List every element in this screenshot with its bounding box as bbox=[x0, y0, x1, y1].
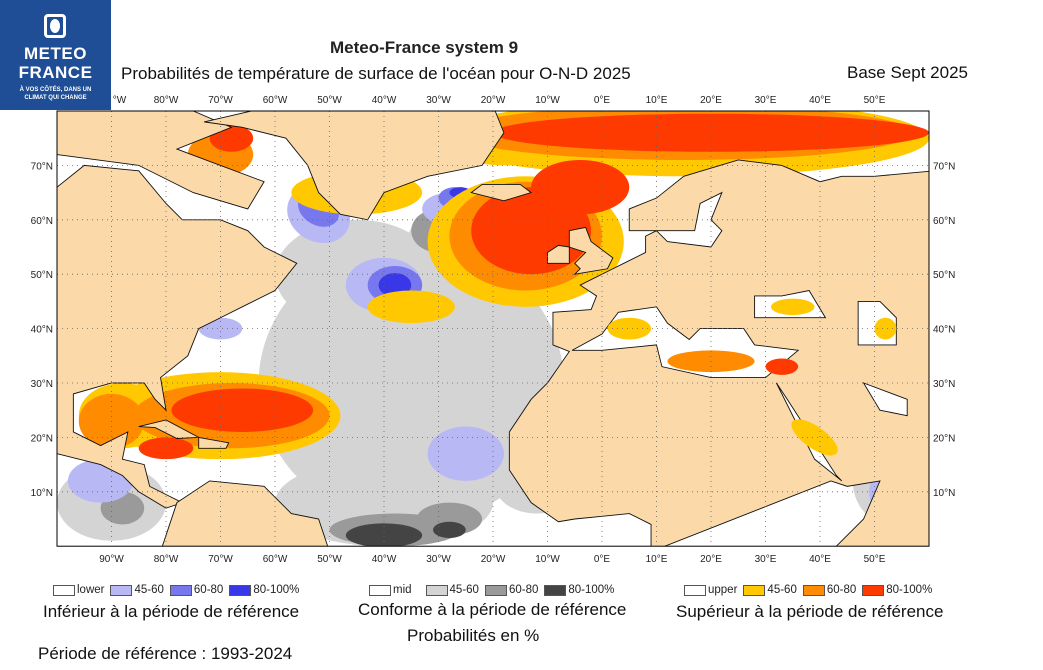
lon-tick-label: 20°E bbox=[700, 554, 722, 565]
lon-tick-label: 10°W bbox=[535, 95, 560, 106]
lat-tick-label: 70°N bbox=[933, 161, 955, 172]
logo-text-1: METEO bbox=[24, 44, 87, 63]
lon-tick-label: 30°E bbox=[755, 554, 777, 565]
probability-region bbox=[765, 358, 799, 375]
lat-tick-label: 40°N bbox=[933, 325, 955, 336]
lat-tick-label: 10°N bbox=[933, 488, 955, 499]
lon-tick-label: 0°E bbox=[594, 95, 611, 106]
map-frame bbox=[56, 110, 930, 547]
lon-tick-label: 20°E bbox=[700, 95, 722, 106]
lat-tick-label: 50°N bbox=[31, 270, 53, 281]
probability-region bbox=[367, 290, 455, 324]
probability-region bbox=[416, 502, 483, 536]
lon-tick-label: 90°W bbox=[99, 554, 124, 565]
lon-tick-label: 70°W bbox=[208, 554, 233, 565]
lon-tick-label: 50°W bbox=[317, 554, 342, 565]
lat-tick-label: 30°N bbox=[933, 379, 955, 390]
lon-tick-label: 70°W bbox=[208, 95, 233, 106]
legend-mid: mid 45-60 60-80 80-100% bbox=[369, 584, 614, 596]
caption-lower: Inférieur à la période de référence bbox=[43, 602, 300, 621]
legend-lower: lower 45-60 60-80 80-100% bbox=[53, 584, 299, 596]
lon-tick-label: 80°W bbox=[154, 95, 179, 106]
lon-tick-label: 50°E bbox=[864, 95, 886, 106]
probability-region bbox=[770, 298, 815, 315]
lat-tick-label: 30°N bbox=[31, 379, 53, 390]
chart-subtitle: Probabilités de température de surface d… bbox=[121, 64, 631, 83]
lon-tick-label: 20°W bbox=[481, 554, 506, 565]
probability-region bbox=[433, 521, 466, 539]
land-great-britain bbox=[568, 226, 614, 275]
lat-tick-label: 10°N bbox=[31, 488, 53, 499]
base-date: Base Sept 2025 bbox=[847, 63, 968, 82]
probability-region bbox=[138, 437, 194, 460]
lon-tick-label: 20°W bbox=[481, 95, 506, 106]
probability-region bbox=[427, 426, 504, 481]
lat-tick-label: 70°N bbox=[31, 161, 53, 172]
lon-tick-label: 0°E bbox=[594, 554, 611, 565]
lon-tick-label: °W bbox=[113, 95, 127, 106]
caption-upper: Supérieur à la période de référence bbox=[676, 602, 944, 621]
sea-red-sea bbox=[775, 382, 843, 482]
chart-title: Meteo-France system 9 bbox=[330, 38, 519, 57]
lon-tick-label: 80°W bbox=[154, 554, 179, 565]
lon-tick-label: 50°W bbox=[317, 95, 342, 106]
lat-tick-label: 20°N bbox=[933, 433, 955, 444]
lon-tick-label: 60°W bbox=[263, 554, 288, 565]
lat-tick-label: 60°N bbox=[933, 216, 955, 227]
lon-tick-label: 40°E bbox=[809, 554, 831, 565]
lon-tick-label: 40°W bbox=[372, 95, 397, 106]
caption-mid: Conforme à la période de référence bbox=[358, 600, 627, 619]
logo-text-2: FRANCE bbox=[18, 63, 93, 82]
lon-tick-label: 10°E bbox=[646, 95, 668, 106]
probability-region bbox=[345, 523, 423, 547]
reference-period: Période de référence : 1993-2024 bbox=[38, 644, 293, 663]
land-north-america bbox=[57, 164, 298, 509]
map-layers bbox=[57, 111, 929, 547]
land-south-america bbox=[161, 480, 329, 547]
meteo-france-logo: METEO FRANCE À VOS CÔTÉS, DANS UN CLIMAT … bbox=[0, 0, 111, 110]
probability-region bbox=[874, 317, 897, 340]
lat-tick-label: 50°N bbox=[933, 270, 955, 281]
lon-tick-label: 60°W bbox=[263, 95, 288, 106]
lon-tick-label: 40°E bbox=[809, 95, 831, 106]
probability-region bbox=[493, 113, 929, 152]
lon-tick-label: 30°W bbox=[426, 554, 451, 565]
lat-tick-label: 40°N bbox=[31, 325, 53, 336]
lat-tick-label: 60°N bbox=[31, 216, 53, 227]
lon-tick-label: 10°E bbox=[646, 554, 668, 565]
land-hispaniola bbox=[198, 436, 230, 449]
land-iceland bbox=[470, 183, 533, 202]
probability-region bbox=[607, 317, 652, 340]
land-greenland bbox=[204, 111, 505, 221]
legend-upper: upper 45-60 60-80 80-100% bbox=[684, 584, 932, 596]
logo-tagline: À VOS CÔTÉS, DANS UN CLIMAT QUI CHANGE bbox=[19, 87, 92, 101]
lon-tick-label: 30°W bbox=[426, 95, 451, 106]
lon-tick-label: 40°W bbox=[372, 554, 397, 565]
lat-tick-label: 20°N bbox=[31, 433, 53, 444]
probability-note: Probabilités en % bbox=[407, 626, 540, 645]
probability-region bbox=[531, 159, 630, 215]
land-ireland bbox=[547, 244, 570, 264]
probability-region bbox=[791, 419, 838, 456]
sea-baltic-sea bbox=[655, 191, 723, 248]
logo-icon bbox=[44, 14, 66, 38]
land-cuba bbox=[138, 419, 201, 439]
lon-tick-label: 50°E bbox=[864, 554, 886, 565]
lon-tick-label: 30°E bbox=[755, 95, 777, 106]
lon-tick-label: 10°W bbox=[535, 554, 560, 565]
probability-region bbox=[171, 388, 314, 432]
